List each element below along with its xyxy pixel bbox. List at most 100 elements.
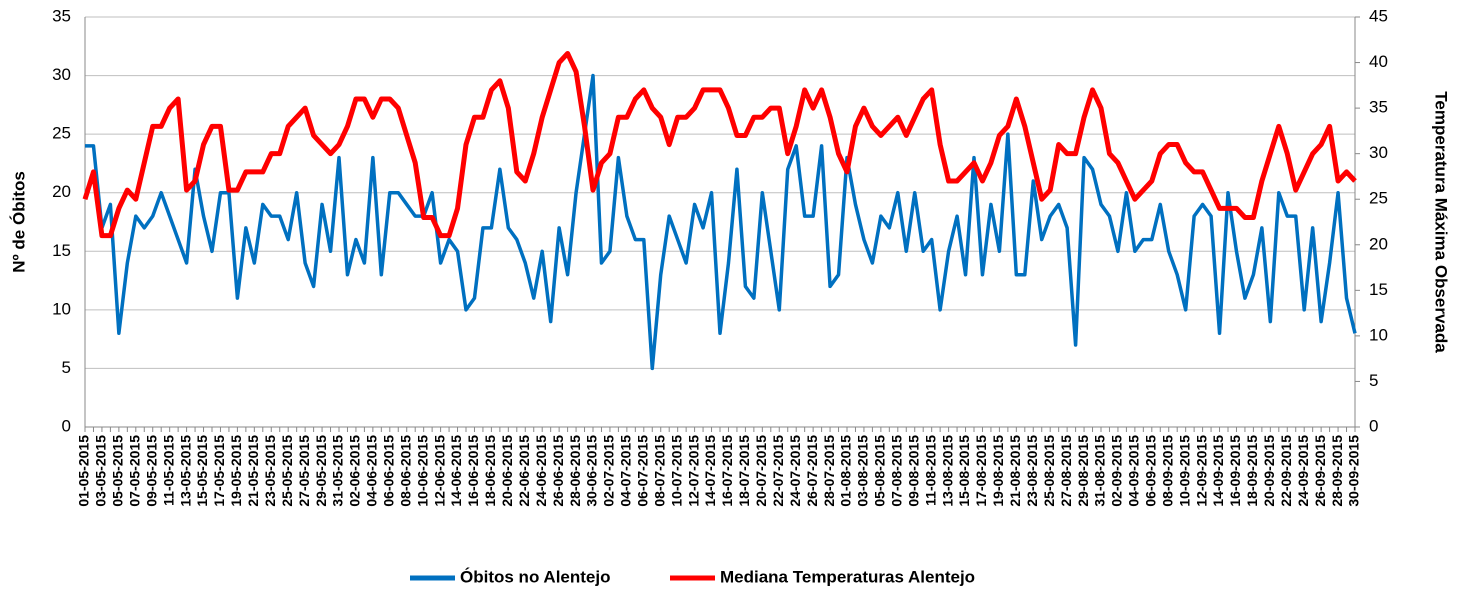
x-tick-label: 10-07-2015: [668, 435, 684, 507]
x-tick-label: 27-08-2015: [1058, 435, 1074, 507]
x-tick-label: 21-05-2015: [245, 435, 261, 507]
x-tick-label: 30-06-2015: [584, 435, 600, 507]
x-tick-label: 27-05-2015: [296, 435, 312, 507]
x-tick-label: 26-06-2015: [550, 435, 566, 507]
x-tick-label: 12-06-2015: [431, 435, 447, 507]
x-tick-label: 01-05-2015: [76, 435, 92, 507]
x-tick-label: 18-06-2015: [482, 435, 498, 507]
x-tick-label: 22-07-2015: [770, 435, 786, 507]
y2-tick-label: 30: [1369, 143, 1388, 162]
x-tick-label: 03-08-2015: [855, 435, 871, 507]
x-tick-label: 14-06-2015: [448, 435, 464, 507]
x-tick-label: 13-05-2015: [177, 435, 193, 507]
x-tick-label: 02-06-2015: [347, 435, 363, 507]
x-tick-label: 04-09-2015: [1126, 435, 1142, 507]
x-tick-label: 08-07-2015: [651, 435, 667, 507]
x-tick-label: 16-06-2015: [465, 435, 481, 507]
series-line: [85, 73, 1357, 371]
x-tick-label: 29-05-2015: [313, 435, 329, 507]
x-tick-label: 11-05-2015: [160, 435, 176, 506]
x-tick-label: 22-09-2015: [1278, 435, 1294, 507]
y2-tick-label: 15: [1369, 280, 1388, 299]
legend-label: Óbitos no Alentejo: [460, 567, 610, 586]
y2-tick-label: 10: [1369, 325, 1388, 344]
x-tick-label: 25-05-2015: [279, 435, 295, 507]
y-tick-label: 25: [52, 124, 71, 143]
x-tick-label: 04-06-2015: [364, 435, 380, 507]
x-tick-label: 22-06-2015: [516, 435, 532, 507]
series-line: [82, 50, 1357, 239]
x-tick-label: 02-07-2015: [601, 435, 617, 507]
x-tick-label: 28-09-2015: [1329, 435, 1345, 507]
y2-tick-label: 35: [1369, 98, 1388, 117]
x-tick-label: 28-07-2015: [821, 435, 837, 507]
x-tick-label: 23-08-2015: [1024, 435, 1040, 507]
x-tick-label: 03-05-2015: [93, 435, 109, 507]
x-tick-label: 12-09-2015: [1193, 435, 1209, 507]
legend-label: Mediana Temperaturas Alentejo: [720, 567, 975, 586]
x-tick-label: 26-07-2015: [804, 435, 820, 507]
x-tick-label: 18-09-2015: [1244, 435, 1260, 507]
x-tick-label: 19-05-2015: [228, 435, 244, 507]
x-tick-label: 25-08-2015: [1041, 435, 1057, 507]
x-tick-label: 14-07-2015: [702, 435, 718, 507]
x-tick-label: 30-09-2015: [1346, 435, 1362, 507]
y-tick-label: 15: [52, 241, 71, 260]
y2-tick-label: 0: [1369, 416, 1378, 435]
x-tick-label: 08-09-2015: [1159, 435, 1175, 507]
y2-tick-label: 20: [1369, 234, 1388, 253]
x-tick-label: 10-06-2015: [414, 435, 430, 507]
x-tick-label: 24-09-2015: [1295, 435, 1311, 507]
x-tick-label: 31-08-2015: [1092, 435, 1108, 507]
x-tick-label: 20-06-2015: [499, 435, 515, 507]
x-tick-label: 13-08-2015: [939, 435, 955, 507]
x-tick-label: 05-05-2015: [110, 435, 126, 507]
y-tick-label: 35: [52, 6, 71, 25]
x-tick-label: 09-08-2015: [905, 435, 921, 507]
x-tick-label: 15-05-2015: [194, 435, 210, 507]
y2-tick-label: 45: [1369, 6, 1388, 25]
x-tick-label: 20-07-2015: [753, 435, 769, 507]
x-tick-label: 16-07-2015: [719, 435, 735, 507]
x-tick-label: 09-05-2015: [143, 435, 159, 507]
x-tick-label: 04-07-2015: [618, 435, 634, 507]
x-tick-label: 23-05-2015: [262, 435, 278, 507]
x-tick-label: 17-05-2015: [211, 435, 227, 507]
x-tick-label: 12-07-2015: [685, 435, 701, 507]
y-tick-label: 5: [62, 358, 71, 377]
x-tick-label: 07-05-2015: [127, 435, 143, 507]
y-tick-label: 30: [52, 65, 71, 84]
x-tick-label: 06-06-2015: [381, 435, 397, 507]
x-tick-label: 06-07-2015: [635, 435, 651, 507]
y2-tick-label: 25: [1369, 189, 1388, 208]
x-tick-label: 17-08-2015: [973, 435, 989, 507]
x-tick-label: 19-08-2015: [990, 435, 1006, 507]
x-tick-label: 24-07-2015: [787, 435, 803, 507]
y-tick-label: 0: [62, 416, 71, 435]
y2-tick-label: 40: [1369, 52, 1388, 71]
x-tick-label: 10-09-2015: [1176, 435, 1192, 507]
x-tick-label: 11-08-2015: [922, 435, 938, 506]
y-axis-title: Nº de Óbitos: [9, 171, 28, 273]
x-tick-label: 15-08-2015: [956, 435, 972, 507]
x-tick-label: 21-08-2015: [1007, 435, 1023, 507]
x-tick-label: 29-08-2015: [1075, 435, 1091, 507]
x-tick-label: 26-09-2015: [1312, 435, 1328, 507]
y-tick-label: 10: [52, 299, 71, 318]
x-tick-label: 28-06-2015: [567, 435, 583, 507]
x-tick-label: 01-08-2015: [838, 435, 854, 507]
x-tick-label: 24-06-2015: [533, 435, 549, 507]
x-tick-label: 31-05-2015: [330, 435, 346, 507]
x-tick-label: 20-09-2015: [1261, 435, 1277, 507]
y-tick-label: 20: [52, 182, 71, 201]
x-tick-label: 07-08-2015: [889, 435, 905, 507]
x-tick-label: 16-09-2015: [1227, 435, 1243, 507]
x-tick-label: 02-09-2015: [1109, 435, 1125, 507]
x-tick-label: 08-06-2015: [397, 435, 413, 507]
y2-axis-title: Temperatura Máxima Observada: [1432, 91, 1451, 353]
x-tick-label: 05-08-2015: [872, 435, 888, 507]
y2-tick-label: 5: [1369, 371, 1378, 390]
x-tick-label: 06-09-2015: [1143, 435, 1159, 507]
